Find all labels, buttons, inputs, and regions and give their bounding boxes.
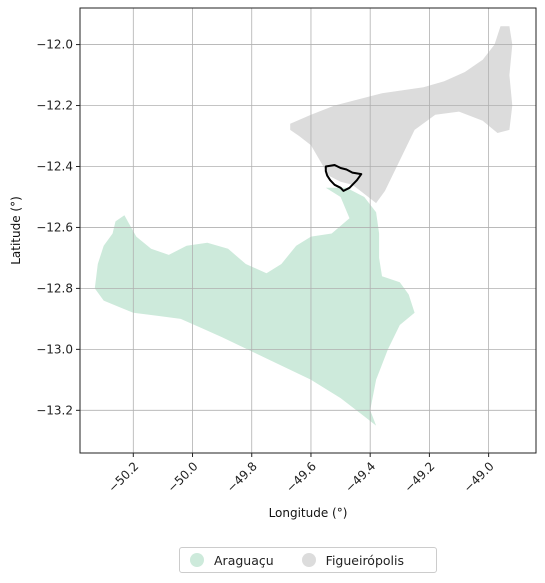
- x-axis-title: Longitude (°): [269, 506, 348, 520]
- y-tick-label: −12.0: [36, 38, 73, 52]
- region-figueiropolis: [290, 26, 513, 204]
- y-tick-label: −12.2: [36, 99, 73, 113]
- legend-entry-araguacu: Araguaçu: [190, 553, 274, 568]
- region-araguacu: [94, 187, 415, 426]
- x-tick-label: −50.0: [165, 459, 201, 495]
- y-axis-title: Latitude (°): [9, 196, 23, 265]
- region-polygons: [94, 26, 513, 426]
- highlight-outline-layer: [324, 164, 363, 192]
- highlighted-municipality-outline: [324, 164, 363, 192]
- x-tick-label: −50.2: [106, 459, 142, 495]
- legend-label-araguacu: Araguaçu: [214, 552, 274, 568]
- x-tick-label: −49.2: [402, 459, 438, 495]
- legend: Araguaçu Figueirópolis: [179, 547, 437, 573]
- x-tick-label: −49.6: [283, 459, 319, 495]
- y-tick-label: −13.2: [36, 403, 73, 417]
- x-tick-label: −49.8: [224, 459, 260, 495]
- legend-swatch-figueiropolis: [301, 553, 316, 567]
- y-tick-label: −12.6: [36, 220, 73, 234]
- grid-lines: [80, 8, 536, 453]
- plot-frame: [79, 7, 537, 454]
- legend-swatch-araguacu: [190, 553, 204, 567]
- legend-label-figueiropolis: Figueirópolis: [325, 552, 404, 568]
- x-tick-label: −49.4: [342, 459, 378, 495]
- legend-entry-figueiropolis: Figueirópolis: [301, 552, 404, 568]
- y-tick-label: −13.0: [36, 342, 73, 356]
- x-tick-label: −49.0: [461, 459, 497, 495]
- y-tick-label: −12.4: [36, 159, 73, 173]
- y-tick-label: −12.8: [36, 281, 73, 295]
